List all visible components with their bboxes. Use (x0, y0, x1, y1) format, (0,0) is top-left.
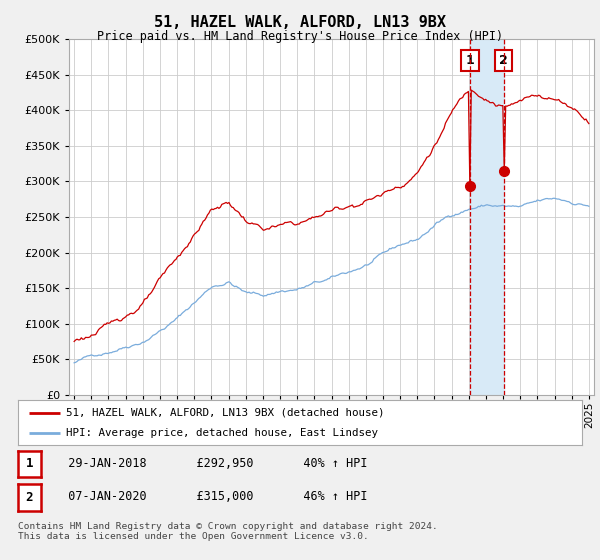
Text: Contains HM Land Registry data © Crown copyright and database right 2024.
This d: Contains HM Land Registry data © Crown c… (18, 522, 438, 542)
Bar (470, 39, 503, 395)
Text: 1: 1 (466, 54, 475, 67)
Text: 2: 2 (26, 491, 33, 504)
Text: 2: 2 (499, 54, 508, 67)
Text: 51, HAZEL WALK, ALFORD, LN13 9BX: 51, HAZEL WALK, ALFORD, LN13 9BX (154, 15, 446, 30)
Text: 29-JAN-2018       £292,950       40% ↑ HPI: 29-JAN-2018 £292,950 40% ↑ HPI (54, 456, 367, 470)
Text: 51, HAZEL WALK, ALFORD, LN13 9BX (detached house): 51, HAZEL WALK, ALFORD, LN13 9BX (detach… (66, 408, 385, 418)
Text: HPI: Average price, detached house, East Lindsey: HPI: Average price, detached house, East… (66, 428, 378, 438)
Text: 07-JAN-2020       £315,000       46% ↑ HPI: 07-JAN-2020 £315,000 46% ↑ HPI (54, 490, 367, 503)
Text: 1: 1 (26, 458, 33, 470)
Text: Price paid vs. HM Land Registry's House Price Index (HPI): Price paid vs. HM Land Registry's House … (97, 30, 503, 43)
